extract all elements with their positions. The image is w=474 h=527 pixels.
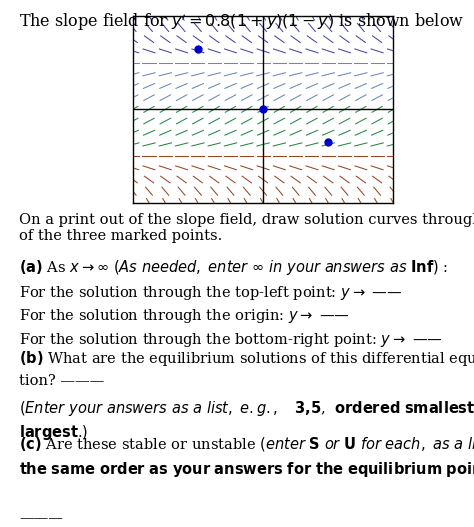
Text: $\mathbf{the}$ $\mathbf{same}$ $\mathbf{order}$ $\mathbf{as}$ $\mathbf{your}$ $\: $\mathbf{the}$ $\mathbf{same}$ $\mathbf{… bbox=[19, 460, 474, 479]
Text: ———: ——— bbox=[19, 511, 63, 525]
Text: On a print out of the slope field, draw solution curves through each: On a print out of the slope field, draw … bbox=[19, 213, 474, 227]
Text: $\mathbf{(a)}$ As $x \to \infty$ $(As$ $needed,$ $enter$ $\infty$ $in$ $your$ $a: $\mathbf{(a)}$ As $x \to \infty$ $(As$ $… bbox=[19, 258, 448, 277]
Text: $(Enter$ $your$ $answers$ $as$ $a$ $list,$ $e.g.,$   $\mathbf{3{,}5}$,  $\mathbf: $(Enter$ $your$ $answers$ $as$ $a$ $list… bbox=[19, 399, 474, 418]
Text: For the solution through the origin: $y \to$ ——: For the solution through the origin: $y … bbox=[19, 307, 350, 325]
Text: For the solution through the bottom-right point: $y \to$ ——: For the solution through the bottom-righ… bbox=[19, 331, 443, 349]
Text: $\mathbf{(c)}$ Are these stable or unstable $(enter$ $\mathbf{S}$ $or$ $\mathbf{: $\mathbf{(c)}$ Are these stable or unsta… bbox=[19, 435, 474, 453]
Text: $\mathbf{largest}$.$)$: $\mathbf{largest}$.$)$ bbox=[19, 423, 88, 442]
Text: $\mathbf{(b)}$ What are the equilibrium solutions of this differential equa-: $\mathbf{(b)}$ What are the equilibrium … bbox=[19, 349, 474, 368]
Text: The slope field for $y' = 0.8(1+y)(1-y)$ is shown below: The slope field for $y' = 0.8(1+y)(1-y)$… bbox=[19, 12, 464, 33]
Text: of the three marked points.: of the three marked points. bbox=[19, 229, 222, 243]
Text: For the solution through the top-left point: $y \to$ ——: For the solution through the top-left po… bbox=[19, 284, 402, 301]
Text: tion? ———: tion? ——— bbox=[19, 374, 104, 388]
